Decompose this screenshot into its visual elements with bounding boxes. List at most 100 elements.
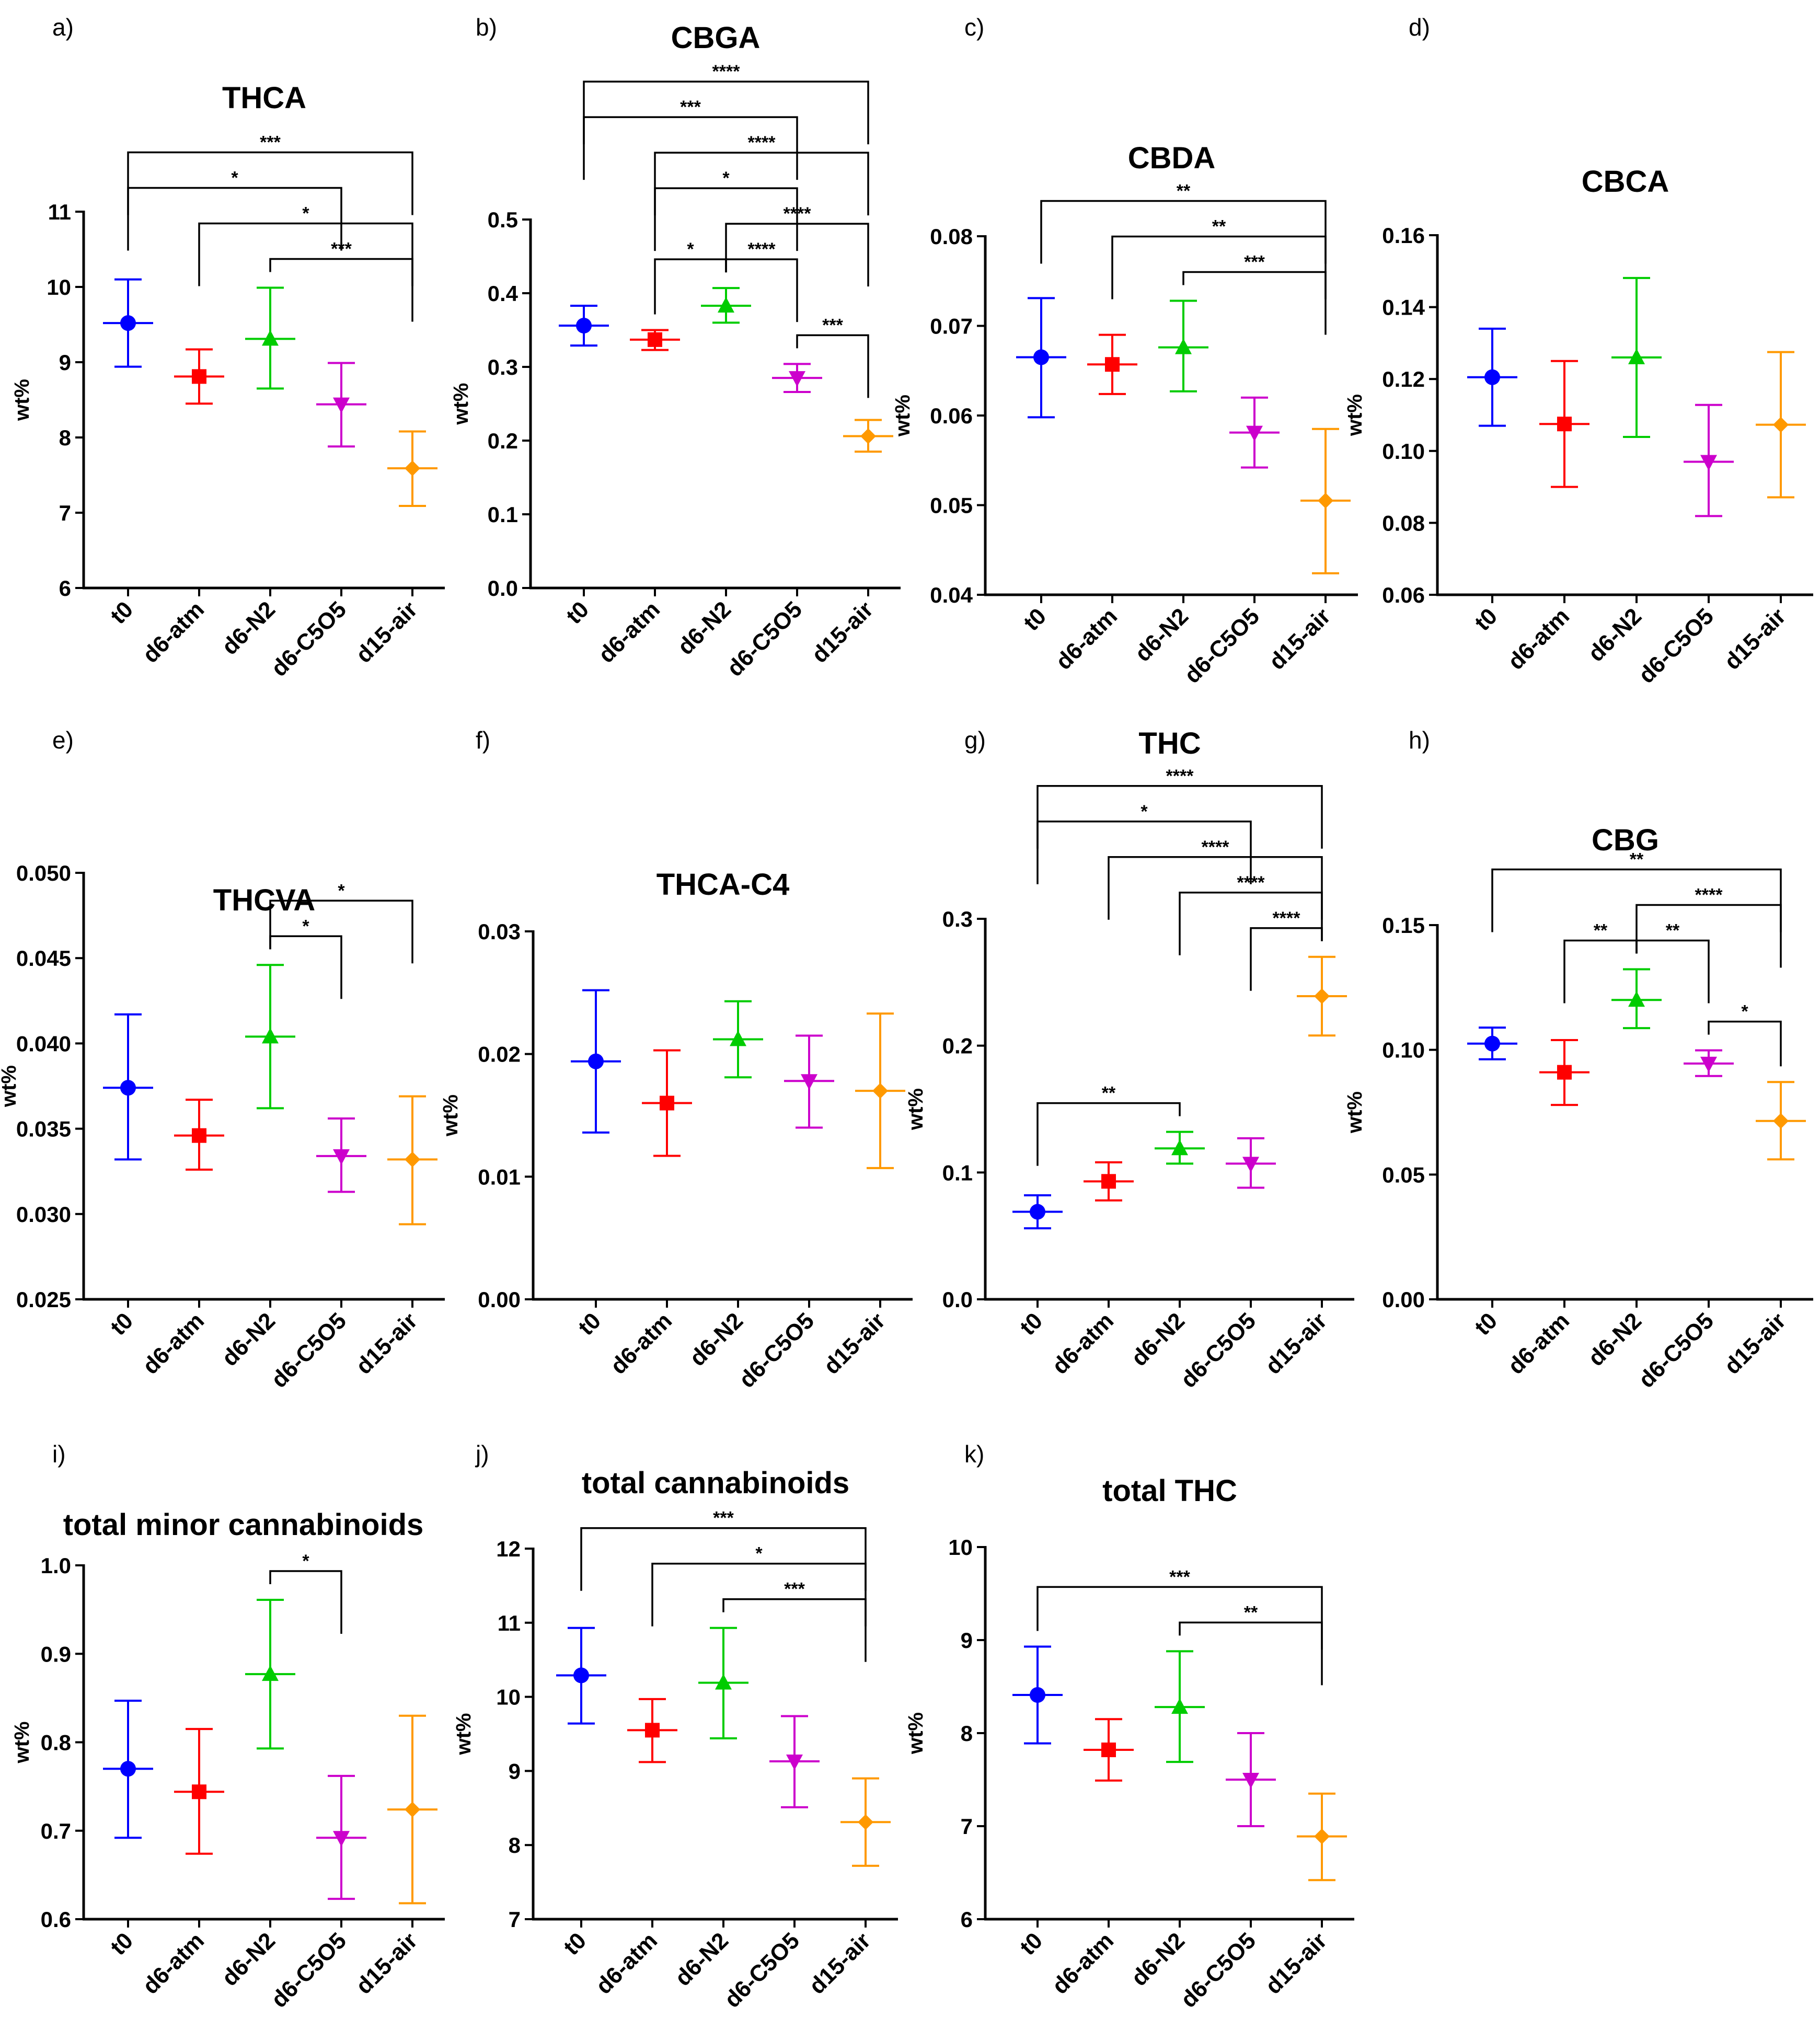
significance-bracket — [1036, 785, 1323, 849]
x-tick-label: d6-atm — [1503, 1308, 1574, 1379]
significance-bracket — [725, 258, 798, 322]
significance-bracket — [796, 334, 869, 398]
data-point-d6-atm — [645, 1723, 660, 1738]
significance-label: **** — [1695, 885, 1723, 905]
x-tick-label: d6-N2 — [1583, 603, 1646, 666]
significance-bracket — [269, 935, 342, 999]
chart-title: total cannabinoids — [582, 1466, 849, 1500]
data-point-d6-atm — [192, 1784, 206, 1799]
y-tick-label: 8 — [59, 425, 71, 450]
significance-bracket — [1036, 1586, 1323, 1650]
x-tick-label: d6-N2 — [1130, 603, 1193, 666]
data-point-d6-N2 — [262, 330, 279, 346]
data-point-d6-C5O5 — [1700, 455, 1717, 471]
data-point-d6-N2 — [715, 1674, 732, 1690]
y-tick-label: 0.025 — [16, 1287, 71, 1312]
significance-label: **** — [1273, 908, 1301, 928]
x-tick-label: d6-atm — [137, 1928, 209, 1999]
x-tick-label: d6-N2 — [673, 596, 736, 660]
significance-label: **** — [748, 239, 776, 259]
significance-label: * — [302, 916, 309, 936]
x-tick-label: d6-N2 — [685, 1308, 748, 1371]
x-tick-label: d6-N2 — [1126, 1308, 1190, 1371]
significance-bracket — [654, 152, 869, 216]
data-point-d6-C5O5 — [1246, 425, 1263, 442]
data-point-d6-C5O5 — [1242, 1157, 1259, 1173]
data-point-d6-C5O5 — [786, 1754, 803, 1770]
data-point-d6-N2 — [262, 1028, 279, 1044]
data-point-t0 — [1030, 1204, 1045, 1220]
significance-bracket — [651, 1562, 867, 1626]
data-point-d6-N2 — [1175, 338, 1192, 354]
x-tick-label: t0 — [1015, 1928, 1047, 1960]
y-tick-label: 0.040 — [16, 1031, 71, 1056]
data-point-d6-atm — [1557, 1065, 1572, 1080]
chart-title: CBDA — [1128, 141, 1216, 175]
data-point-d6-C5O5 — [333, 1831, 350, 1847]
x-tick-label: d15-air — [1719, 1308, 1791, 1379]
data-point-d15-air — [405, 1802, 420, 1818]
significance-label: ** — [1630, 849, 1644, 869]
y-axis-label: wt% — [0, 1065, 20, 1107]
significance-label: * — [755, 1544, 763, 1564]
y-tick-label: 0.15 — [1382, 913, 1425, 938]
y-tick-label: 6 — [59, 576, 71, 601]
data-point-d6-N2 — [730, 1030, 746, 1046]
y-tick-label: 9 — [961, 1628, 973, 1653]
data-point-d15-air — [1773, 1113, 1789, 1129]
significance-label: *** — [1244, 252, 1265, 272]
data-point-d15-air — [1314, 988, 1330, 1005]
y-tick-label: 0.00 — [478, 1287, 521, 1312]
y-tick-label: 0.2 — [488, 429, 518, 453]
x-tick-label: d6-C5O5 — [722, 596, 807, 682]
data-point-d15-air — [860, 428, 876, 444]
significance-label: *** — [260, 132, 281, 152]
x-tick-label: d6-C5O5 — [719, 1928, 804, 2013]
x-tick-label: d6-atm — [1051, 603, 1122, 675]
y-tick-label: 0.9 — [41, 1642, 71, 1666]
panel-label: j) — [475, 1440, 489, 1468]
chart-panel-8: h) CBG 0.00 0.05 0.10 0.15 wt% t0 d6-atm d6-N2d6-… — [1343, 726, 1813, 1393]
y-tick-label: 0.1 — [942, 1160, 973, 1185]
significance-label: * — [1741, 1002, 1748, 1022]
x-tick-label: d15-air — [351, 1308, 422, 1379]
significance-bracket — [1179, 892, 1323, 955]
y-tick-label: 9 — [509, 1759, 521, 1783]
data-point-d15-air — [1318, 492, 1333, 509]
data-point-d15-air — [1314, 1828, 1330, 1844]
x-tick-label: d6-C5O5 — [1633, 1308, 1719, 1393]
y-tick-label: 0.06 — [1382, 583, 1425, 607]
panel-label: e) — [52, 726, 74, 754]
x-tick-label: d15-air — [807, 596, 878, 668]
y-tick-label: 0.10 — [1382, 439, 1425, 464]
significance-label: **** — [1166, 766, 1194, 786]
y-tick-label: 0.14 — [1382, 295, 1425, 320]
significance-label: *** — [1169, 1567, 1190, 1587]
chart-panel-9: i) total minor cannabinoids 0.6 0.7 0.8 0.9 1.… — [10, 1440, 445, 2013]
x-tick-label: d15-air — [1260, 1308, 1332, 1379]
significance-bracket — [1036, 1102, 1181, 1166]
x-tick-label: t0 — [573, 1308, 606, 1340]
significance-bracket — [1036, 821, 1252, 884]
significance-label: * — [302, 203, 309, 223]
y-tick-label: 0.3 — [488, 355, 518, 379]
x-tick-label: d6-C5O5 — [1633, 603, 1719, 688]
data-point-d6-C5O5 — [333, 1149, 350, 1165]
chart-panel-5: e)THCVA0.0250.0300.0350.0400.0450.050wt%… — [0, 726, 445, 1393]
significance-bracket — [1111, 235, 1327, 299]
significance-label: **** — [748, 133, 776, 153]
chart-panel-7: g) THC 0.0 0.1 0.2 0.3 wt% t0 d6-atm d6-N2d6-C5O5… — [904, 726, 1354, 1393]
significance-bracket — [1182, 271, 1327, 335]
panel-label: k) — [964, 1440, 984, 1468]
chart-panel-4: d) CBCA 0.06 0.08 0.10 0.12 0.14 0.16 wt% t0 d6-at… — [1343, 14, 1813, 688]
y-axis-label: wt% — [10, 1722, 33, 1764]
y-tick-label: 0.05 — [1382, 1162, 1425, 1187]
x-tick-label: d6-atm — [1047, 1308, 1119, 1379]
y-tick-label: 7 — [59, 501, 71, 525]
data-point-t0 — [588, 1053, 604, 1069]
significance-bracket — [1635, 904, 1782, 968]
chart-panel-2: b) CBGA 0.0 0.1 0.2 0.3 0.4 0.5 wt% t0 d6-atm d6-N2… — [450, 14, 901, 682]
x-tick-label: d6-N2 — [1126, 1928, 1190, 1991]
data-point-d6-N2 — [718, 296, 734, 313]
